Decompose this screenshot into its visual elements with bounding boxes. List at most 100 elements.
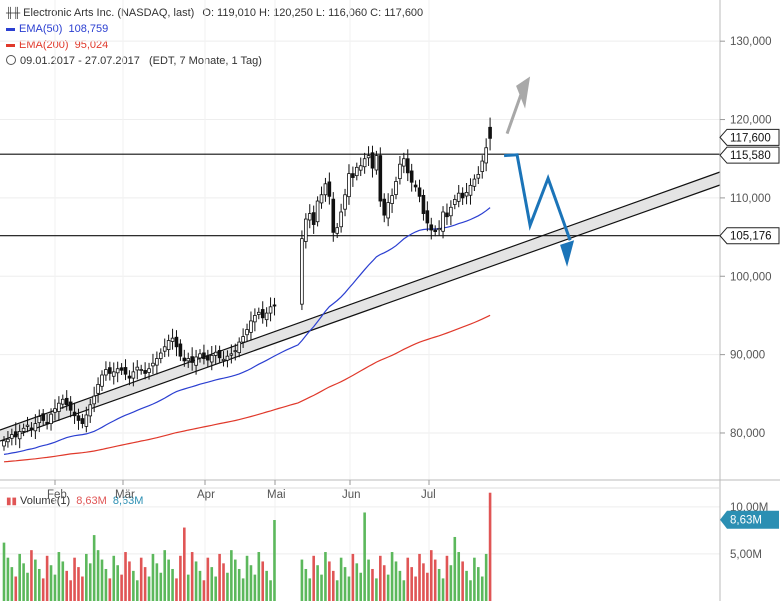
volume-bar [73, 557, 76, 601]
candle-body [304, 218, 308, 242]
volume-bar [269, 580, 272, 601]
volume-bar [418, 553, 421, 601]
price-tag-label: 105,176 [730, 231, 772, 243]
candle-body [131, 371, 136, 379]
legend-volume: ▮▮ Volume(1) 8,63M 8,63M [6, 495, 143, 508]
candlestick-icon: ╫╫ [6, 8, 21, 19]
volume-bar [163, 550, 167, 601]
volume-bar [237, 568, 241, 601]
y-tick-label: 120,000 [730, 115, 772, 127]
volume-bar [81, 576, 84, 601]
ema50-value: 108,759 [68, 23, 109, 35]
volume-bar [441, 578, 445, 601]
candle-body [221, 358, 226, 361]
candle-body [237, 341, 242, 353]
x-tick-label: Jun [342, 489, 361, 501]
volume-bars [2, 492, 492, 601]
volume-tick-label: 5,00M [730, 549, 762, 561]
price-tag-label: 115,580 [730, 150, 771, 162]
candle-body [319, 194, 324, 204]
candle-body [84, 414, 89, 427]
volume-bar [92, 535, 96, 601]
volume-bar [143, 567, 147, 601]
volume-bar [308, 578, 312, 601]
volume-bar [335, 580, 339, 601]
candle-body [202, 352, 206, 359]
candle-body [17, 431, 22, 440]
candle-body [405, 158, 410, 174]
volume-bar [473, 557, 476, 601]
volume-bar [85, 553, 88, 601]
period-range: 09.01.2017 - 27.07.2017 [20, 55, 140, 67]
price-tag-box [719, 128, 780, 146]
volume-bar [10, 567, 14, 601]
candle-body [25, 424, 30, 427]
volume-bar [363, 512, 366, 601]
ema200-line [3, 314, 491, 463]
volume-bar [34, 559, 37, 601]
candle-body [49, 413, 53, 424]
volume-bar [45, 555, 49, 601]
volume-bar [367, 559, 370, 601]
candle-body [343, 194, 347, 210]
volume-bar [210, 567, 214, 601]
candle-body [402, 158, 406, 167]
volume-bar [206, 557, 210, 601]
volume-bar [273, 520, 276, 601]
ema50-line [3, 207, 491, 455]
volume-bar [132, 570, 135, 601]
volume-bar [233, 559, 237, 601]
candle-body [409, 170, 414, 183]
candle-body [33, 423, 38, 432]
candle-body [45, 421, 49, 424]
price-tag-box [719, 227, 780, 245]
volume-bar [135, 580, 139, 601]
candle-body [174, 336, 179, 348]
candle-body [123, 367, 128, 375]
volume-bar [218, 553, 221, 601]
candle-body [390, 195, 394, 204]
candle-body [249, 320, 253, 333]
candle-body [476, 173, 481, 179]
volume-bar [171, 568, 174, 601]
candle-body [182, 357, 187, 362]
volume-bar [402, 580, 406, 601]
candle-body [311, 212, 316, 225]
volume-bar [139, 557, 143, 601]
y-tick-label: 90,000 [730, 350, 765, 362]
volume-bar [226, 572, 229, 601]
volume-bar [249, 565, 253, 601]
volume-bar [147, 576, 151, 601]
volume-bar [347, 576, 351, 601]
candle-body [241, 336, 245, 343]
volume-bar [198, 570, 202, 601]
volume-bar [194, 561, 198, 601]
candle-body [88, 404, 93, 417]
candle-body [80, 418, 85, 424]
volume-bar [390, 552, 394, 601]
volume-bar [155, 563, 159, 601]
instrument-title: Electronic Arts Inc. (NASDAQ, last) [23, 7, 195, 19]
volume-bar [324, 552, 327, 601]
candle-body [480, 160, 485, 172]
candle-body [445, 212, 449, 218]
candle-body [335, 227, 339, 234]
candle-body [354, 166, 359, 177]
candle-body [264, 312, 269, 321]
candle-body [10, 434, 14, 439]
volume-bar [88, 563, 92, 601]
support-resistance-lines [0, 153, 720, 237]
candle-body [2, 440, 6, 447]
volume-bar [175, 578, 178, 601]
volume-bar [69, 580, 72, 601]
candle-body [351, 173, 355, 178]
candle-body [327, 181, 332, 197]
volume-bar [100, 559, 104, 601]
price-tag-label: 117,600 [730, 132, 771, 144]
volume-bar [159, 572, 163, 601]
candle-body [488, 126, 492, 139]
candle-body [472, 178, 477, 187]
candle-body [115, 368, 120, 374]
candle-body [421, 194, 426, 214]
